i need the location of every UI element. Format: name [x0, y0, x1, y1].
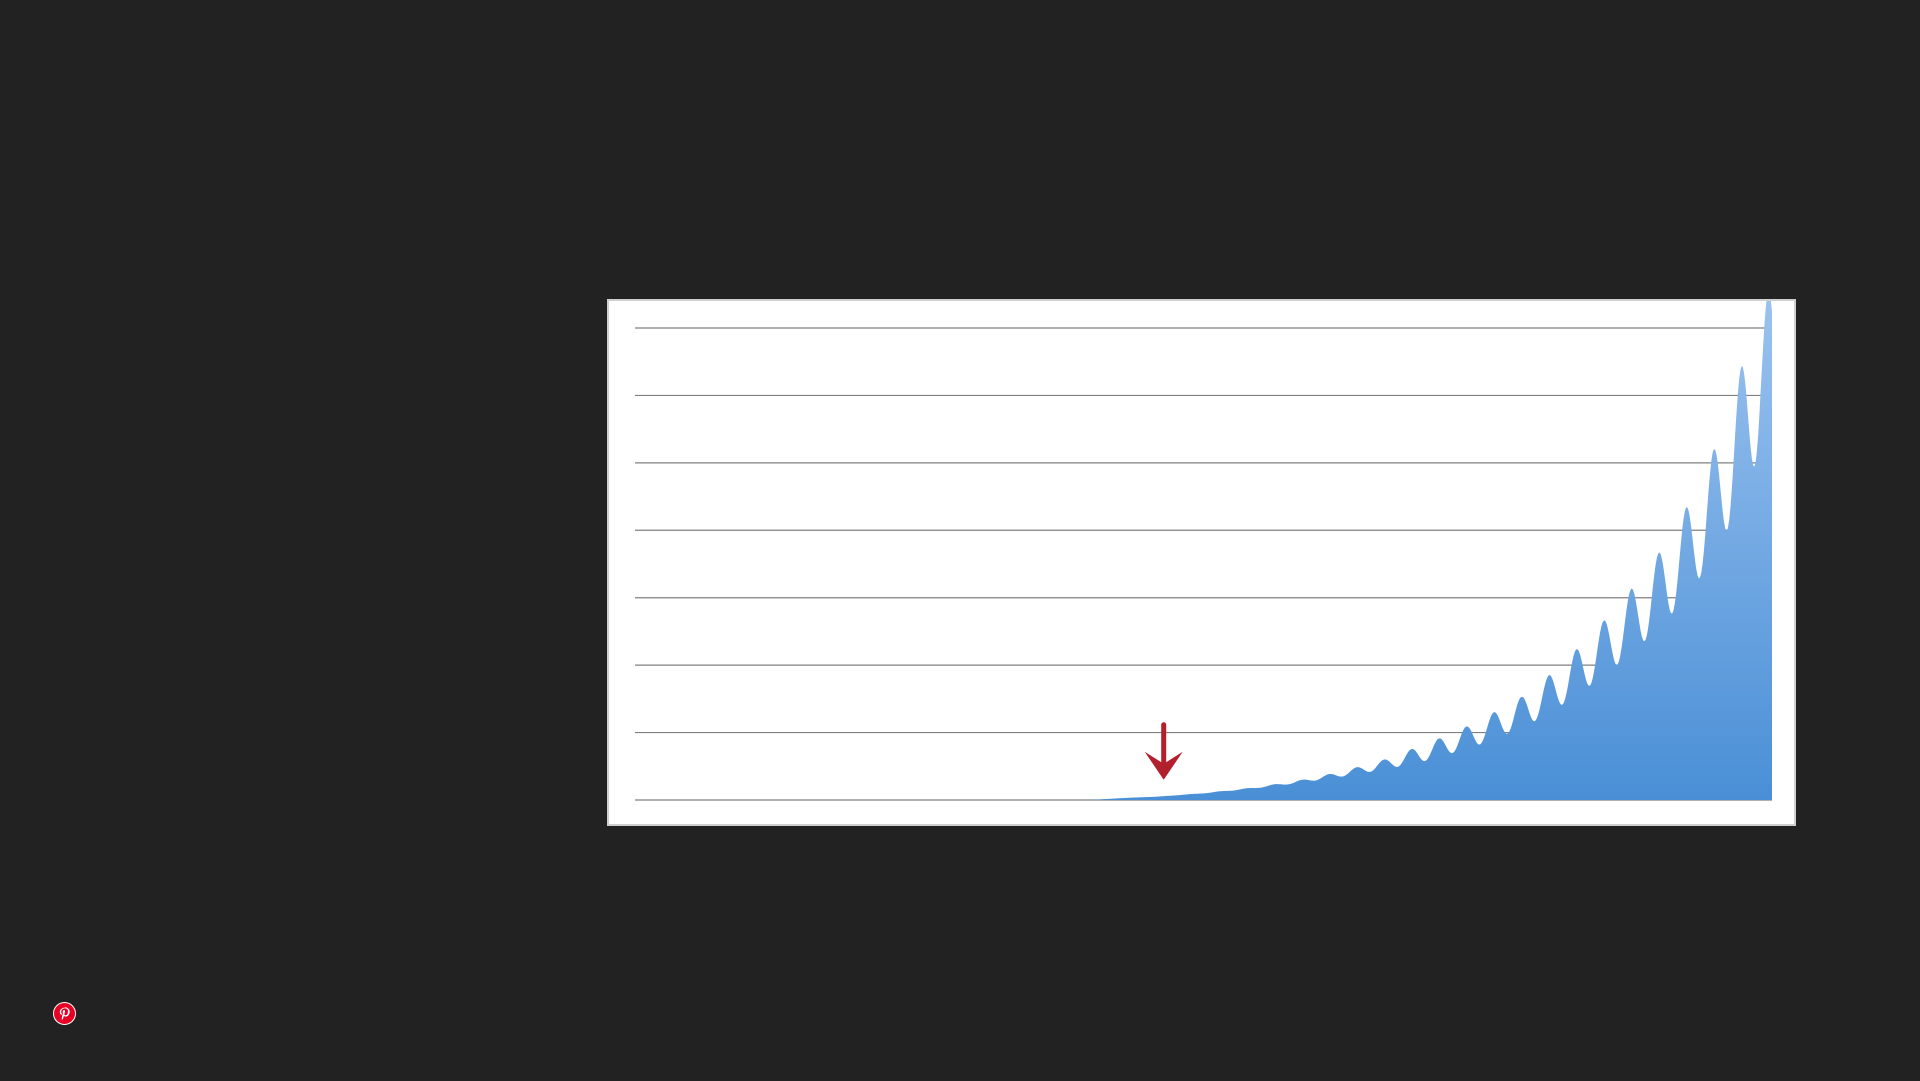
- arrow-down-icon: [1144, 722, 1183, 780]
- gridlines: [635, 327, 1772, 801]
- chart-frame: [607, 299, 1796, 826]
- annotations: [1144, 722, 1183, 780]
- series-area: [635, 301, 1772, 800]
- pinterest-save-button[interactable]: [53, 1002, 76, 1025]
- area-chart: [635, 301, 1772, 801]
- series-area-fill: [635, 301, 1772, 800]
- pinterest-icon: [59, 1007, 70, 1021]
